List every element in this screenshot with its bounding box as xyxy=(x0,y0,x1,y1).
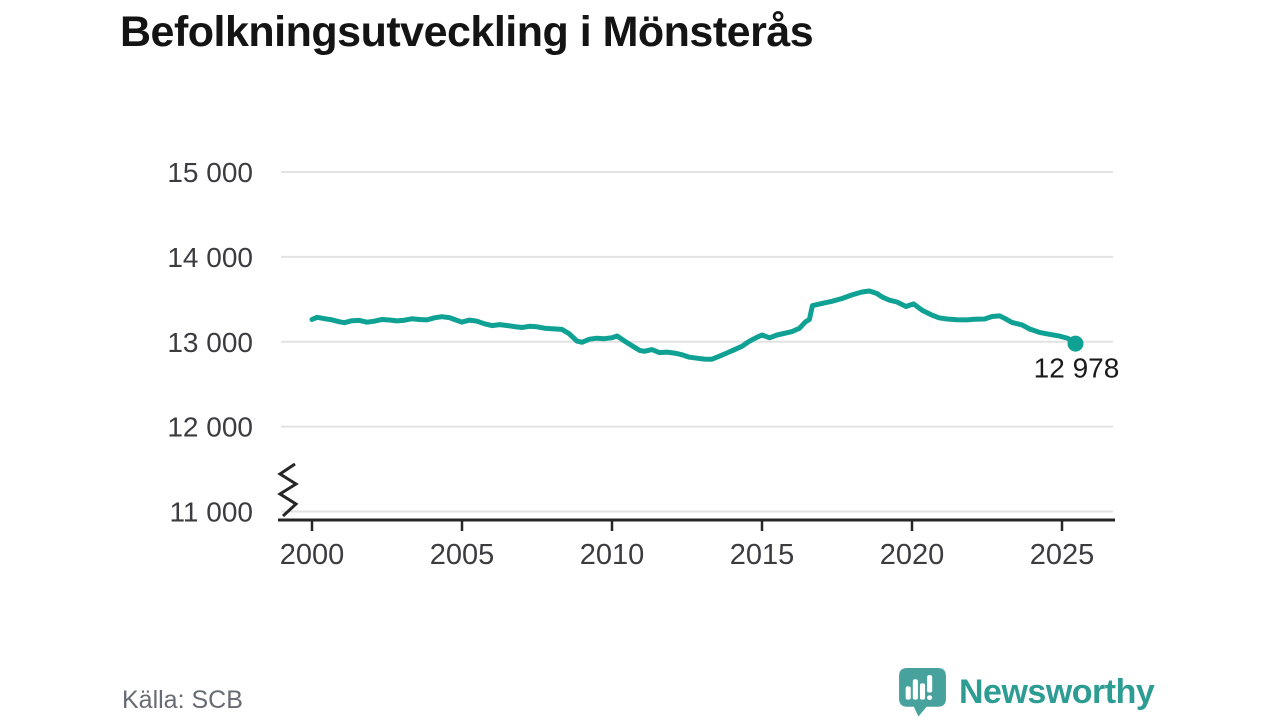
y-tick-label: 13 000 xyxy=(167,327,253,358)
x-tick-label: 2005 xyxy=(430,539,495,571)
latest-value-label: 12 978 xyxy=(1034,353,1120,384)
x-tick-label: 2010 xyxy=(580,539,645,571)
axis-break-icon xyxy=(277,462,299,518)
source-label: Källa: SCB xyxy=(122,686,243,714)
x-tick-label: 2000 xyxy=(280,539,345,571)
latest-point-dot xyxy=(1067,335,1084,352)
x-tick-label: 2025 xyxy=(1030,539,1095,571)
y-tick-label: 14 000 xyxy=(167,242,253,273)
y-tick-label: 12 000 xyxy=(167,412,253,443)
population-line xyxy=(309,288,1078,362)
x-tick-label: 2015 xyxy=(730,539,795,571)
newsworthy-logo-text: Newsworthy xyxy=(959,672,1155,711)
newsworthy-logo: Newsworthy xyxy=(897,666,1155,718)
chart-title: Befolkningsutveckling i Mönsterås xyxy=(120,8,814,56)
speech-bubble-bar-chart-icon xyxy=(899,668,946,717)
y-tick-label: 11 000 xyxy=(169,497,253,528)
y-tick-label: 15 000 xyxy=(167,157,253,188)
x-tick-label: 2020 xyxy=(880,539,945,571)
